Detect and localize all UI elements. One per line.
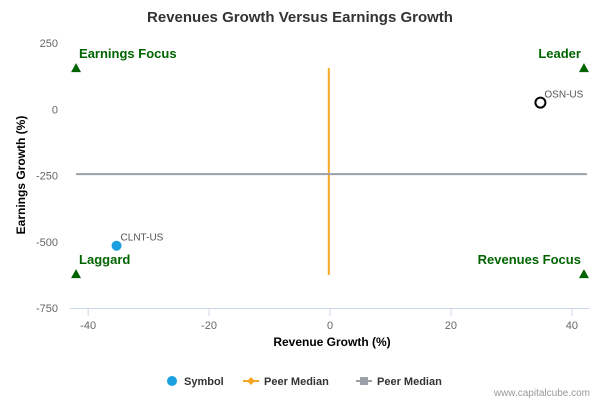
legend-item-symbol[interactable]: Symbol <box>184 376 224 388</box>
quadrant-triangle-marker <box>578 269 589 279</box>
credit: www.capitalcube.com <box>493 388 590 399</box>
data-point-label: CLNT-US <box>121 233 164 244</box>
legend-symbol-marker <box>167 376 177 386</box>
chart-title: Revenues Growth Versus Earnings Growth <box>147 9 453 26</box>
y-axis-title: Earnings Growth (%) <box>14 116 28 235</box>
y-tick-label: -250 <box>36 171 58 183</box>
quadrant-label: Earnings Focus <box>79 46 177 61</box>
y-tick-label: 250 <box>40 38 58 50</box>
x-tick-label: 40 <box>566 320 578 332</box>
legend-item-peer-median-orange[interactable]: Peer Median <box>264 376 329 388</box>
x-tick-label: -20 <box>201 320 217 332</box>
x-tick-label: 0 <box>327 320 333 332</box>
quadrant-triangle-marker <box>578 63 589 73</box>
data-point <box>111 240 122 251</box>
data-point-label: OSN-US <box>544 90 583 101</box>
legend: Symbol Peer Median Peer Median <box>167 376 442 388</box>
quadrant-label: Leader <box>538 46 581 61</box>
x-tick-label: -40 <box>80 320 96 332</box>
quadrant-triangle-marker <box>71 63 82 73</box>
legend-item-peer-median-gray[interactable]: Peer Median <box>377 376 442 388</box>
legend-peer-median-gray-marker <box>360 377 368 385</box>
quadrant-label: Laggard <box>79 252 130 267</box>
quadrant-label: Revenues Focus <box>478 252 581 267</box>
y-tick-label: 0 <box>52 104 58 116</box>
x-axis-title: Revenue Growth (%) <box>273 335 390 349</box>
plot-area: -40 -20 0 20 40 250 0 -250 -500 -750 Earnings Focu… <box>36 38 590 332</box>
y-tick-label: -750 <box>36 303 58 315</box>
legend-peer-median-orange-marker <box>247 377 255 385</box>
x-tick-label: 20 <box>445 320 457 332</box>
quadrant-triangle-marker <box>71 269 82 279</box>
y-tick-label: -500 <box>36 237 58 249</box>
data-point <box>534 96 547 109</box>
